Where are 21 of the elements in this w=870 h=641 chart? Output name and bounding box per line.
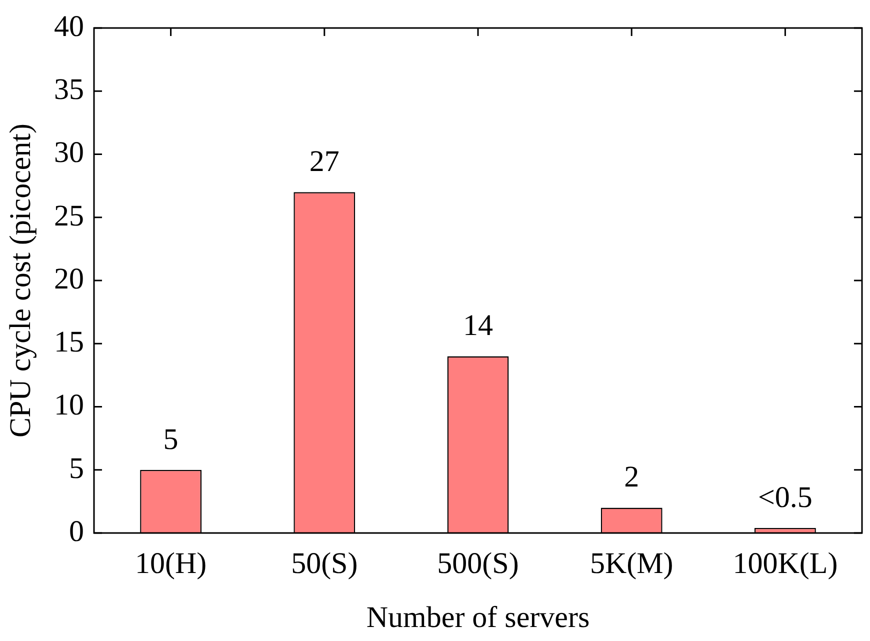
y-tick-label: 40: [54, 10, 84, 43]
y-tick-label: 25: [54, 199, 84, 232]
y-axis-title: CPU cycle cost (picocent): [4, 123, 37, 438]
data-label: <0.5: [758, 480, 812, 514]
x-tick-label: 5K(M): [590, 546, 674, 580]
y-tick-label: 30: [54, 136, 84, 170]
x-tick-label: 500(S): [437, 546, 519, 580]
data-label: 2: [624, 460, 640, 494]
x-tick-label: 10(H): [134, 546, 207, 580]
y-tick-label: 5: [69, 452, 84, 485]
y-tick-label: 35: [54, 73, 84, 106]
y-tick-label: 10: [54, 388, 84, 422]
y-tick-label: 15: [54, 326, 84, 358]
data-label: 5: [163, 422, 178, 456]
data-label: 27: [309, 145, 340, 178]
y-tick-label: 0: [69, 514, 84, 548]
x-tick-label: 50(S): [291, 546, 358, 580]
y-tick-label: 20: [54, 262, 84, 296]
x-axis-title: Number of servers: [366, 600, 590, 634]
x-tick-label: 100K(L): [732, 546, 838, 580]
data-label: 14: [463, 309, 493, 342]
